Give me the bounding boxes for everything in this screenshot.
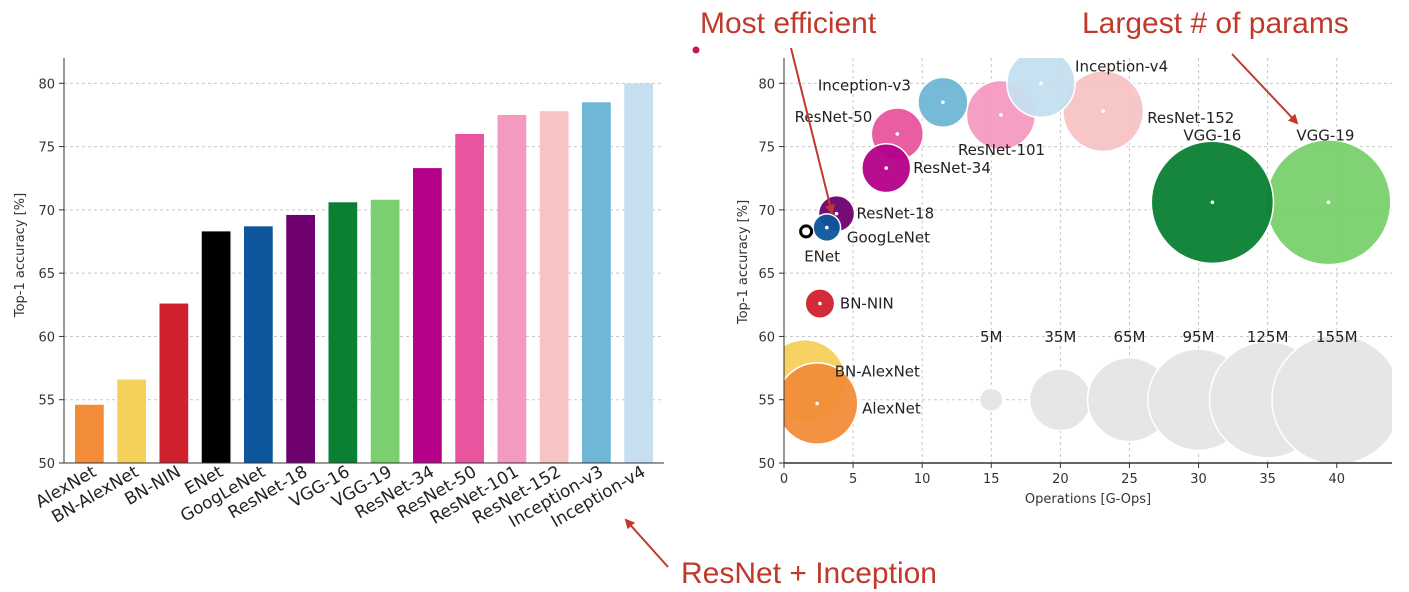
bar-y-tick-label: 50 <box>38 457 55 472</box>
point-label-vgg-19: VGG-19 <box>1296 126 1354 144</box>
bubble-y-tick-label: 65 <box>758 267 775 282</box>
bubble-center-googlenet <box>825 225 829 230</box>
legend-label-125m: 125M <box>1247 328 1289 346</box>
legend-label-5m: 5M <box>980 328 1003 346</box>
bar-y-tick-label: 75 <box>38 141 55 156</box>
legend-label-65m: 65M <box>1113 328 1145 346</box>
bar-y-tick-label: 55 <box>38 394 55 409</box>
bar-alexnet <box>74 404 104 463</box>
bubble-center-inception-v4 <box>1039 81 1043 86</box>
bubble-chart-y-ticks: 50 55 60 65 70 75 80 <box>758 77 784 472</box>
bar-googlenet <box>244 226 273 463</box>
point-label-alexnet: AlexNet <box>862 400 921 418</box>
bar-chart: 50 55 60 65 70 75 80 AlexNetBN-AlexNetBN-NINEN… <box>13 58 664 532</box>
stray-dot-marker <box>692 46 700 54</box>
legend-bubble-155m <box>1271 334 1392 463</box>
annotation-resnet-inception: ResNet + Inception <box>681 557 937 590</box>
bubble-center-resnet-152 <box>1101 109 1105 113</box>
bar-enet <box>201 231 231 463</box>
bubble-x-tick-label: 10 <box>914 472 931 487</box>
bubble-x-tick-label: 40 <box>1328 472 1345 487</box>
bar-y-tick-label: 60 <box>38 330 55 345</box>
bubble-chart-x-ticks: 0 5 10 15 20 25 30 35 40 <box>780 463 1345 487</box>
bar-vgg-16 <box>328 202 358 463</box>
bubble-center-vgg-19 <box>1326 200 1331 205</box>
arrow-most-efficient <box>790 47 835 215</box>
bubble-x-tick-label: 30 <box>1190 472 1207 487</box>
point-label-resnet-18: ResNet-18 <box>857 205 935 223</box>
bar-chart-y-ticks: 50 55 60 65 70 75 80 <box>38 77 64 472</box>
bubble-center-resnet-50 <box>895 132 900 136</box>
point-label-bn-nin: BN-NIN <box>840 295 894 313</box>
bubble-center-bn-nin <box>818 301 822 306</box>
bar-y-tick-label: 80 <box>38 77 55 92</box>
bar-resnet-152 <box>539 111 569 463</box>
bubble-x-tick-label: 35 <box>1259 472 1276 487</box>
bubble-center-resnet-34 <box>884 166 889 170</box>
bubble-chart: 5M 35M 65M 95M 125M 155M AlexNet BN-AlexNet BN-… <box>736 57 1392 507</box>
bubble-inception-v4 <box>1006 58 1076 119</box>
bar-resnet-50 <box>455 133 484 463</box>
bubble-y-tick-label: 75 <box>758 141 775 156</box>
bubble-center-alexnet <box>815 401 819 406</box>
point-label-inception-v3: Inception-v3 <box>818 76 911 94</box>
annotation-largest-params: Largest # of params <box>1082 7 1349 40</box>
bubble-chart-x-label: Operations [G-Ops] <box>1025 492 1151 507</box>
bar-chart-x-categories: AlexNetBN-AlexNetBN-NINENetGoogLeNetResN… <box>32 462 649 532</box>
bubble-chart-point-labels: AlexNet BN-AlexNet BN-NIN ENet GoogLeNet ResN… <box>795 57 1355 417</box>
point-label-resnet-101: ResNet-101 <box>958 141 1045 159</box>
bubble-x-tick-label: 25 <box>1121 472 1138 487</box>
bar-resnet-101 <box>497 114 527 463</box>
bubble-center-resnet-101 <box>999 113 1003 117</box>
bubble-size-legend <box>978 334 1392 463</box>
bar-bn-nin <box>159 303 189 463</box>
bubble-center-vgg-16 <box>1210 200 1215 205</box>
bubble-x-tick-label: 20 <box>1052 472 1069 487</box>
bubble-y-tick-label: 80 <box>758 77 775 92</box>
point-label-googlenet: GoogLeNet <box>847 229 930 247</box>
bubble-center-inception-v3 <box>941 100 945 105</box>
bubble-x-tick-label: 0 <box>780 472 788 487</box>
bubble-x-tick-label: 5 <box>849 472 857 487</box>
bar-inception-v4 <box>624 83 654 463</box>
bar-resnet-18 <box>286 214 315 463</box>
bubble-chart-y-label: Top-1 accuracy [%] <box>736 200 751 325</box>
point-label-inception-v4: Inception-v4 <box>1075 57 1168 75</box>
bar-chart-bars <box>74 83 654 463</box>
point-label-resnet-152: ResNet-152 <box>1147 109 1234 127</box>
bubble-size-legend-labels: 5M 35M 65M 95M 125M 155M <box>980 328 1357 346</box>
legend-label-35m: 35M <box>1044 328 1076 346</box>
point-label-resnet-50: ResNet-50 <box>795 108 873 126</box>
bubble-y-tick-label: 70 <box>758 204 775 219</box>
bar-y-tick-label: 65 <box>38 267 55 282</box>
bubble-y-tick-label: 55 <box>758 394 775 409</box>
legend-bubble-35m <box>1028 368 1092 432</box>
arrow-largest-params <box>1231 53 1299 125</box>
bubble-y-tick-label: 60 <box>758 330 775 345</box>
bar-chart-y-label: Top-1 accuracy [%] <box>13 193 28 318</box>
bubble-x-tick-label: 15 <box>983 472 1000 487</box>
arrow-resnet-inception <box>624 518 669 568</box>
legend-bubble-5m <box>978 387 1004 413</box>
bubble-chart-points <box>784 58 1392 445</box>
bar-chart-gridlines <box>64 82 664 401</box>
point-label-vgg-16: VGG-16 <box>1183 126 1241 144</box>
bubble-center-resnet-18 <box>834 211 839 216</box>
legend-label-95m: 95M <box>1183 328 1215 346</box>
legend-label-155m: 155M <box>1316 328 1358 346</box>
bar-bn-alexnet <box>117 379 146 463</box>
point-label-enet: ENet <box>804 247 840 265</box>
annotation-most-efficient: Most efficient <box>700 7 877 40</box>
bar-y-tick-label: 70 <box>38 204 55 219</box>
bar-inception-v3 <box>582 102 611 463</box>
bar-resnet-34 <box>413 168 442 463</box>
point-label-resnet-34: ResNet-34 <box>913 159 991 177</box>
point-label-bn-alexnet: BN-AlexNet <box>835 363 920 381</box>
bubble-enet <box>799 224 814 239</box>
bubble-y-tick-label: 50 <box>758 457 775 472</box>
annotations: Most efficient Largest # of params ResNe… <box>624 7 1349 590</box>
bar-vgg-19 <box>370 199 400 463</box>
bubble-alexnet <box>784 362 859 445</box>
